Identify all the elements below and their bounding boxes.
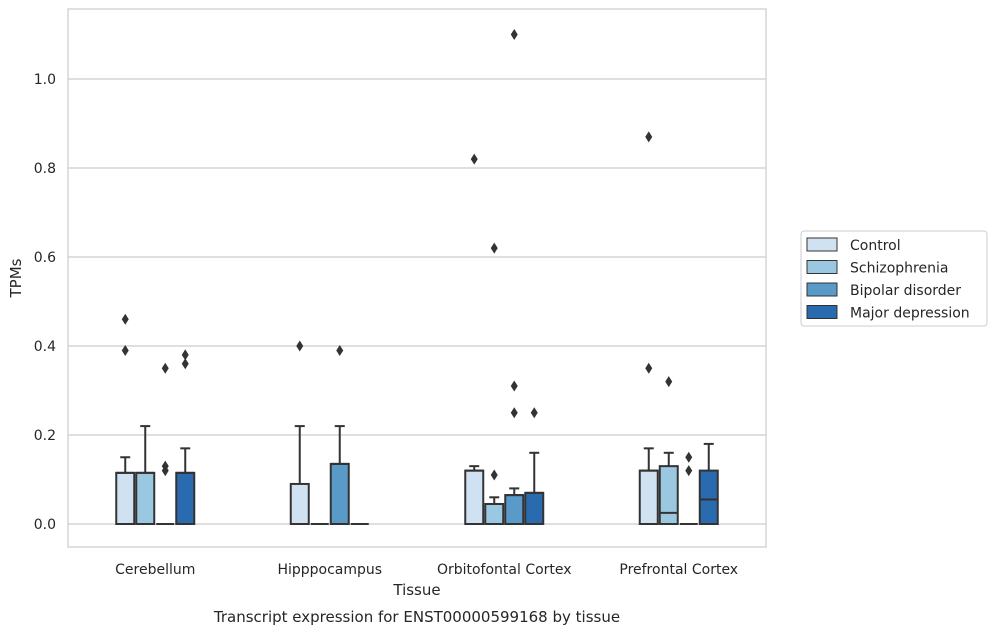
outlier-point	[121, 313, 129, 325]
outlier-point	[161, 460, 169, 472]
outlier-point	[645, 131, 653, 143]
y-tick-label: 0.2	[34, 428, 56, 444]
x-tick-label: Cerebellum	[115, 562, 195, 578]
box-body	[698, 469, 719, 526]
outlier-point	[685, 465, 693, 477]
x-tick-label: Orbitofontal Cortex	[437, 562, 572, 578]
outlier-point	[530, 407, 538, 419]
legend-swatch	[806, 237, 838, 252]
x-axis-label: Tissue	[392, 581, 440, 599]
y-tick-label: 1.0	[34, 72, 56, 88]
outlier-point	[490, 242, 498, 254]
outlier-point	[161, 362, 169, 374]
x-tick-labels: Cerebellum Hipppocampus Orbitofontal Corte…	[115, 562, 738, 578]
x-tick-label: Prefrontal Cortex	[619, 562, 738, 578]
box-body	[464, 469, 485, 526]
box-schizophrenia	[658, 376, 679, 525]
outlier-point	[296, 340, 304, 352]
legend-swatch	[806, 260, 838, 274]
y-tick-label: 0.4	[34, 339, 56, 355]
box-body	[115, 471, 136, 526]
y-tick-label: 0.6	[34, 250, 56, 266]
box-body	[289, 482, 310, 526]
box-body	[638, 469, 659, 526]
outlier-point	[510, 380, 518, 392]
outlier-point	[510, 407, 518, 419]
boxes	[115, 29, 719, 526]
outlier-point	[665, 376, 673, 388]
box-control	[464, 153, 485, 526]
legend-label: Bipolar disorder	[850, 283, 961, 299]
legend: Control Schizophrenia Bipolar disorder Majo…	[800, 230, 988, 327]
outlier-point	[510, 29, 518, 40]
box-body	[658, 465, 679, 525]
outlier-point	[181, 358, 189, 370]
box-major-depression	[175, 349, 196, 526]
box-major-depression	[698, 442, 719, 526]
outlier-point	[490, 469, 498, 481]
legend-frame	[800, 230, 988, 327]
box-control	[289, 340, 310, 526]
legend-label: Major depression	[850, 306, 970, 322]
box-major-depression	[524, 407, 545, 526]
y-axis-label: TPMs	[7, 258, 25, 298]
x-tick-label: Hipppocampus	[277, 562, 382, 578]
box-body	[329, 462, 350, 525]
box-schizophrenia	[135, 425, 156, 526]
outlier-point	[336, 344, 344, 356]
y-tick-label: 0.8	[34, 161, 56, 177]
box-body	[175, 471, 196, 526]
y-tick-label: 0.0	[34, 517, 56, 533]
box-body	[524, 491, 545, 526]
outlier-point	[645, 362, 653, 374]
box-body	[484, 502, 505, 526]
outlier-point	[181, 349, 189, 361]
box-bipolar-disorder	[504, 29, 525, 526]
legend-label: Schizophrenia	[850, 261, 948, 277]
legend-swatch	[806, 305, 838, 319]
legend-swatch	[806, 282, 838, 297]
box-body	[504, 494, 525, 526]
outlier-point	[121, 344, 129, 356]
legend-label: Control	[850, 238, 901, 254]
box-bipolar-disorder	[329, 344, 350, 525]
outlier-point	[685, 451, 693, 463]
box-schizophrenia	[484, 242, 505, 526]
box-bipolar-disorder	[679, 451, 698, 525]
box-bipolar-disorder	[156, 362, 175, 525]
outlier-point	[470, 153, 478, 165]
box-control	[115, 313, 136, 526]
box-control	[638, 131, 659, 526]
y-tick-labels: 0.0 0.2 0.4 0.6 0.8 1.0	[34, 72, 56, 533]
box-body	[135, 471, 156, 526]
chart-caption: Transcript expression for ENST0000059916…	[213, 608, 620, 626]
